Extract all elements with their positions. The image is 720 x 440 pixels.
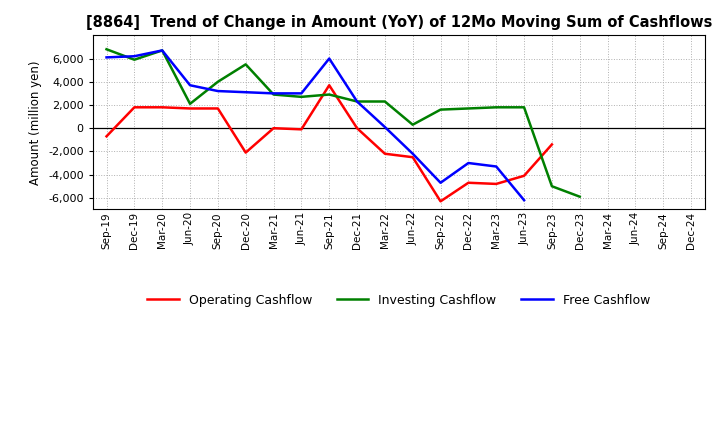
Operating Cashflow xyxy=(269,125,278,131)
Legend: Operating Cashflow, Investing Cashflow, Free Cashflow: Operating Cashflow, Investing Cashflow, … xyxy=(143,289,655,312)
Investing Cashflow xyxy=(158,48,166,53)
Operating Cashflow xyxy=(158,105,166,110)
Free Cashflow xyxy=(186,83,194,88)
Free Cashflow xyxy=(214,88,222,94)
Line: Investing Cashflow: Investing Cashflow xyxy=(107,49,580,197)
Free Cashflow xyxy=(269,91,278,96)
Operating Cashflow xyxy=(130,105,139,110)
Free Cashflow xyxy=(297,91,306,96)
Investing Cashflow xyxy=(520,105,528,110)
Operating Cashflow xyxy=(241,150,250,155)
Title: [8864]  Trend of Change in Amount (YoY) of 12Mo Moving Sum of Cashflows: [8864] Trend of Change in Amount (YoY) o… xyxy=(86,15,712,30)
Operating Cashflow xyxy=(436,199,445,204)
Investing Cashflow xyxy=(102,47,111,52)
Investing Cashflow xyxy=(353,99,361,104)
Operating Cashflow xyxy=(353,125,361,131)
Free Cashflow xyxy=(130,54,139,59)
Investing Cashflow xyxy=(548,183,557,189)
Investing Cashflow xyxy=(325,92,333,97)
Investing Cashflow xyxy=(297,94,306,99)
Free Cashflow xyxy=(381,125,390,130)
Line: Free Cashflow: Free Cashflow xyxy=(107,51,524,200)
Free Cashflow xyxy=(102,55,111,60)
Investing Cashflow xyxy=(186,101,194,106)
Operating Cashflow xyxy=(492,181,500,187)
Investing Cashflow xyxy=(214,79,222,84)
Investing Cashflow xyxy=(241,62,250,67)
Operating Cashflow xyxy=(102,134,111,139)
Operating Cashflow xyxy=(214,106,222,111)
Free Cashflow xyxy=(408,151,417,156)
Investing Cashflow xyxy=(408,122,417,127)
Operating Cashflow xyxy=(464,180,473,185)
Operating Cashflow xyxy=(408,154,417,160)
Y-axis label: Amount (million yen): Amount (million yen) xyxy=(30,60,42,185)
Line: Operating Cashflow: Operating Cashflow xyxy=(107,85,552,202)
Free Cashflow xyxy=(241,90,250,95)
Free Cashflow xyxy=(325,56,333,61)
Operating Cashflow xyxy=(297,127,306,132)
Free Cashflow xyxy=(520,198,528,203)
Operating Cashflow xyxy=(520,173,528,179)
Investing Cashflow xyxy=(130,57,139,62)
Free Cashflow xyxy=(464,161,473,166)
Free Cashflow xyxy=(436,180,445,185)
Investing Cashflow xyxy=(381,99,390,104)
Investing Cashflow xyxy=(269,92,278,97)
Investing Cashflow xyxy=(575,194,584,199)
Investing Cashflow xyxy=(436,107,445,112)
Operating Cashflow xyxy=(548,142,557,147)
Investing Cashflow xyxy=(464,106,473,111)
Free Cashflow xyxy=(353,99,361,104)
Operating Cashflow xyxy=(186,106,194,111)
Investing Cashflow xyxy=(492,105,500,110)
Operating Cashflow xyxy=(381,151,390,156)
Free Cashflow xyxy=(492,164,500,169)
Operating Cashflow xyxy=(325,83,333,88)
Free Cashflow xyxy=(158,48,166,53)
